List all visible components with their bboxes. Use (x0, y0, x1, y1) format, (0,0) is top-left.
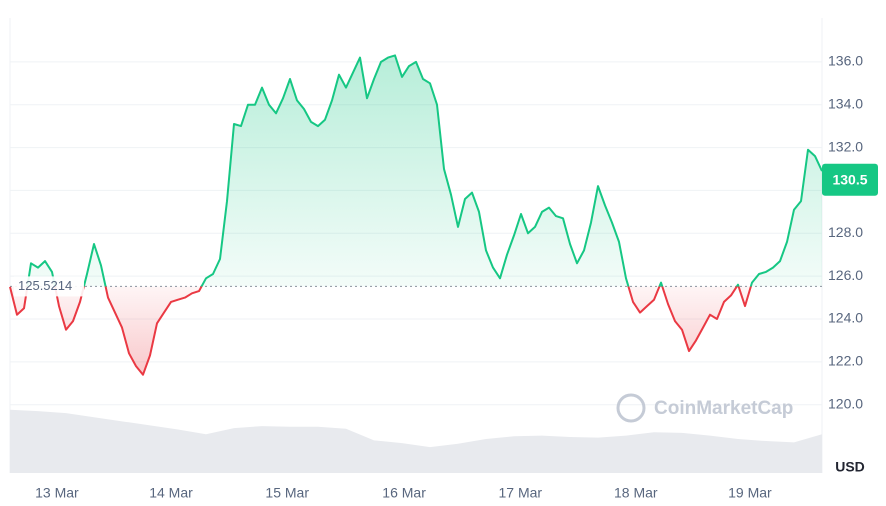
y-tick-label: 136.0 (828, 53, 863, 69)
volume-area (10, 409, 822, 473)
currency-label: USD (835, 459, 865, 475)
price-area (10, 55, 822, 375)
y-tick-label: 120.0 (828, 395, 863, 411)
x-tick-label: 13 Mar (35, 485, 79, 501)
current-price-badge (822, 163, 878, 196)
x-tick-label: 17 Mar (499, 485, 543, 501)
baseline-label-bg (14, 276, 84, 297)
y-tick-label: 134.0 (828, 95, 863, 111)
x-tick-label: 15 Mar (265, 485, 309, 501)
y-tick-label: 122.0 (828, 353, 863, 369)
y-tick-label: 126.0 (828, 267, 863, 283)
watermark-logo (616, 393, 646, 423)
y-tick-label: 128.0 (828, 224, 863, 240)
current-price-label: 130.5 (832, 171, 867, 187)
x-tick-label: 18 Mar (614, 485, 658, 501)
baseline-label: 125.5214 (18, 278, 72, 293)
x-tick-label: 14 Mar (149, 485, 193, 501)
price-line (9, 54, 823, 376)
y-tick-label: 132.0 (828, 138, 863, 154)
watermark: CoinMarketCap (654, 398, 793, 419)
x-tick-label: 16 Mar (382, 485, 426, 501)
y-tick-label: 124.0 (828, 310, 863, 326)
x-tick-label: 19 Mar (728, 485, 772, 501)
